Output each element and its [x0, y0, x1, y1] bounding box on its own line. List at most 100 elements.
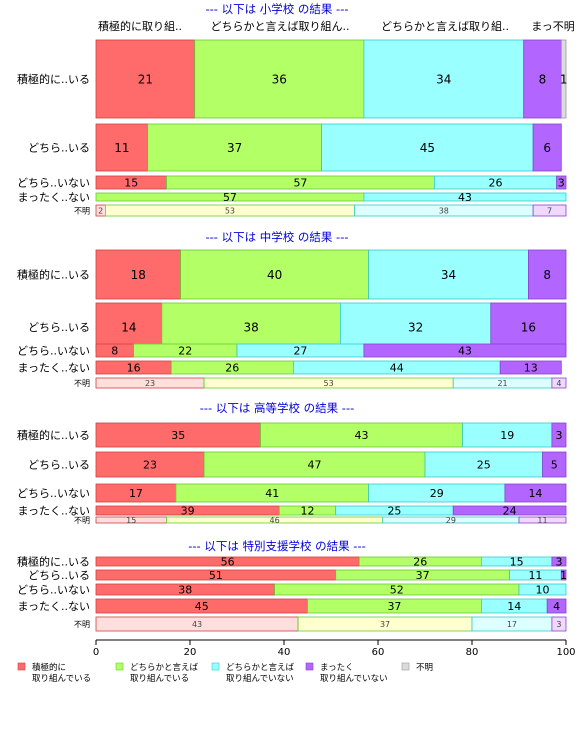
- legend-swatch: [401, 662, 410, 671]
- bar-segment: [194, 39, 365, 119]
- x-tick-label: 40: [278, 647, 291, 658]
- data-label: 37: [416, 569, 430, 582]
- data-label: 47: [308, 458, 322, 471]
- row-label: どちら..いる: [28, 321, 90, 334]
- data-label: 6: [543, 141, 551, 155]
- data-label: 25: [477, 458, 491, 471]
- bar-segment: [147, 123, 322, 172]
- data-label: 45: [420, 141, 435, 155]
- legend-swatch: [17, 662, 26, 671]
- data-label: 53: [225, 206, 235, 215]
- bar-segment: [528, 249, 567, 300]
- data-label: 46: [270, 516, 280, 525]
- data-label: 12: [301, 504, 315, 517]
- legend-label: 積極的に: [32, 662, 66, 673]
- data-label: 17: [507, 620, 517, 629]
- data-label: 29: [430, 487, 444, 500]
- bar-segment: [542, 451, 567, 478]
- bar-segment: [180, 249, 370, 300]
- data-label: 23: [143, 458, 157, 471]
- data-label: 14: [528, 487, 542, 500]
- row-label: どちら..いる: [28, 569, 90, 582]
- row-label: どちら..いない: [17, 176, 90, 189]
- bar-segment: [452, 505, 567, 516]
- data-label: 34: [436, 72, 451, 86]
- data-label: 45: [195, 600, 209, 613]
- legend-swatch: [115, 662, 124, 671]
- bar-segment: [560, 39, 567, 119]
- data-label: 43: [458, 191, 472, 204]
- bar-segment: [546, 598, 567, 614]
- data-label: 1: [560, 72, 568, 86]
- bar-segment: [462, 422, 553, 448]
- legend-label: 不明: [416, 663, 433, 673]
- row-label: 積極的に..いる: [17, 554, 90, 568]
- legend-label: 取り組んでいる: [32, 673, 91, 684]
- legend-swatch: [211, 662, 220, 671]
- row-label: まったく..ない: [17, 600, 90, 613]
- data-label: 40: [267, 268, 282, 282]
- legend-label: 取り組んでいない: [226, 673, 294, 684]
- panel-title: --- 以下は 高等学校 の結果 ---: [200, 401, 355, 415]
- data-label: 14: [121, 320, 136, 334]
- data-label: 34: [441, 268, 456, 282]
- x-tick-label: 100: [556, 647, 575, 658]
- data-label: 4: [553, 600, 560, 613]
- data-label: 7: [547, 206, 552, 215]
- top-header-label: どちらかと言えば取り組..: [381, 20, 509, 33]
- legend-label: どちらかと言えば: [226, 662, 295, 673]
- data-label: 32: [408, 320, 423, 334]
- data-label: 23: [145, 379, 155, 388]
- data-label: 57: [293, 176, 307, 189]
- legend-label: まったく: [320, 663, 354, 673]
- data-label: 35: [171, 429, 185, 442]
- legend-label: どちらかと言えば: [130, 662, 199, 673]
- data-label: 29: [446, 516, 456, 525]
- data-label: 3: [555, 429, 562, 442]
- data-label: 56: [221, 555, 235, 568]
- data-label: 4: [556, 379, 561, 388]
- panel-title: --- 以下は 小学校 の結果 ---: [205, 2, 348, 16]
- bar-segment: [504, 483, 567, 503]
- data-label: 21: [497, 379, 507, 388]
- bar-segment: [532, 123, 562, 172]
- data-label: 3: [555, 555, 562, 568]
- data-label: 11: [528, 569, 542, 582]
- bar-segment: [95, 451, 205, 478]
- row-label: 不明: [74, 379, 90, 388]
- row-label: まったく..ない: [17, 504, 90, 517]
- bar-segment: [518, 583, 567, 596]
- data-label: 17: [129, 487, 143, 500]
- data-label: 8: [111, 344, 118, 357]
- data-label: 41: [265, 487, 279, 500]
- bar-segment: [339, 302, 492, 352]
- data-label: 5: [551, 458, 558, 471]
- data-label: 39: [181, 504, 195, 517]
- bar-segment: [523, 39, 562, 119]
- bar-segment: [560, 569, 567, 581]
- data-label: 16: [521, 320, 536, 334]
- bar-segment: [260, 422, 464, 448]
- top-header-label: まっ不明: [531, 20, 575, 33]
- bar-segment: [95, 39, 196, 119]
- row-label: どちら..いる: [28, 141, 90, 154]
- data-label: 52: [390, 583, 404, 596]
- bar-segment: [363, 343, 567, 358]
- bar-segment: [321, 123, 534, 172]
- data-label: 27: [293, 344, 307, 357]
- bar-segment: [499, 360, 562, 375]
- data-label: 14: [507, 600, 521, 613]
- row-label: 不明: [74, 206, 90, 215]
- data-label: 43: [458, 344, 472, 357]
- data-label: 11: [537, 516, 547, 525]
- data-label: 8: [539, 72, 547, 86]
- data-label: 51: [209, 569, 223, 582]
- data-label: 3: [556, 620, 561, 629]
- bar-segment: [95, 302, 163, 352]
- top-header-label: 積極的に取り組..: [98, 19, 182, 33]
- data-label: 26: [225, 361, 239, 374]
- legend-label: 取り組んでいる: [130, 673, 189, 684]
- data-label: 25: [387, 504, 401, 517]
